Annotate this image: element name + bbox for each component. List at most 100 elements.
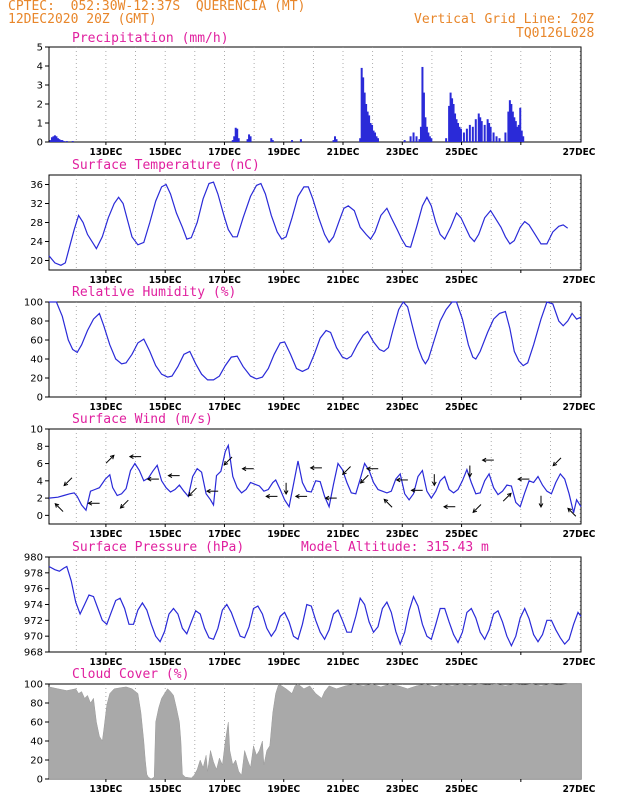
precip-bar	[409, 136, 412, 142]
precip-bar	[415, 136, 418, 142]
precip-bar	[71, 141, 74, 142]
x-tick-label: 25DEC	[445, 657, 478, 668]
x-tick-label: 19DEC	[267, 275, 300, 286]
x-tick-label: 23DEC	[386, 275, 419, 286]
y-tick-label: 40	[30, 737, 43, 748]
x-tick-label: 13DEC	[90, 402, 123, 413]
precip-bar	[468, 124, 471, 142]
x-tick-label: 15DEC	[149, 657, 182, 668]
wind-arrow	[223, 456, 233, 466]
x-tick-label: 13DEC	[90, 147, 123, 158]
precip-bar	[374, 132, 377, 142]
y-tick-label: 100	[24, 298, 43, 309]
precip-bar	[519, 107, 522, 142]
x-tick-label: 19DEC	[267, 147, 300, 158]
precip-bar	[508, 100, 511, 142]
wind-arrow-head	[431, 481, 437, 487]
precip-bar	[511, 111, 514, 142]
wind-arrow-head	[472, 508, 478, 514]
wind-arrow	[188, 487, 197, 497]
y-tick-label: 0	[37, 138, 43, 149]
x-tick-label: 15DEC	[149, 784, 182, 795]
x-tick-label: 25DEC	[445, 784, 478, 795]
x-tick-label: 17DEC	[208, 784, 241, 795]
wind-arrow-head	[410, 487, 416, 493]
x-tick-label: 17DEC	[208, 147, 241, 158]
precip-bar	[59, 140, 62, 142]
wind-arrow-head	[507, 492, 512, 498]
x-tick-label: 15DEC	[149, 275, 182, 286]
x-tick-label: 13DEC	[90, 657, 123, 668]
wind-arrow-head	[467, 472, 473, 478]
y-tick-label: 60	[30, 718, 43, 729]
wind-arrow-head	[395, 477, 401, 483]
x-tick-label: 13DEC	[90, 529, 123, 540]
precip-bar	[53, 135, 56, 142]
y-tick-label: 80	[30, 699, 43, 710]
precip-bar	[368, 115, 371, 142]
wind-arrow-head	[87, 500, 93, 506]
x-tick-label: 15DEC	[149, 529, 182, 540]
precip-bar	[492, 132, 495, 142]
precip-bar	[360, 67, 363, 142]
precip-bar	[56, 138, 59, 142]
precip-bar	[65, 141, 68, 142]
precip-bar	[249, 136, 252, 142]
precip-bar	[412, 132, 415, 142]
precip-bar	[422, 92, 425, 142]
x-tick-label: 15DEC	[149, 402, 182, 413]
wind-arrow	[552, 457, 562, 467]
y-tick-label: 20	[30, 256, 43, 267]
precip-bar	[375, 136, 378, 142]
y-tick-label: 968	[24, 648, 43, 659]
wind-arrow-head	[146, 476, 152, 482]
precip-bar	[449, 92, 452, 142]
wind-arrow-head	[109, 454, 115, 460]
precip-bar	[236, 128, 239, 142]
panel-title: Precipitation (mm/h)	[72, 31, 229, 46]
x-tick-label: 19DEC	[267, 529, 300, 540]
precip-bar	[365, 104, 368, 142]
panel-frame	[48, 556, 582, 653]
y-tick-label: 3	[37, 81, 43, 92]
precip-bar	[369, 123, 372, 142]
precip-bar	[477, 113, 480, 142]
precip-bar	[334, 136, 337, 142]
y-tick-label: 20	[30, 374, 43, 385]
y-tick-label: 32	[30, 199, 43, 210]
wind-arrow-head	[187, 491, 193, 497]
wind-arrow	[472, 504, 482, 513]
wind-arrow	[502, 493, 512, 502]
x-tick-label: 23DEC	[386, 402, 419, 413]
precip-bar	[299, 139, 302, 142]
precip-bar	[376, 138, 379, 142]
precip-bar	[359, 138, 362, 142]
precip-bar	[371, 124, 374, 142]
wind-arrow	[105, 455, 115, 464]
x-tick-label: 21DEC	[327, 529, 360, 540]
y-tick-label: 972	[24, 616, 43, 627]
series-line	[48, 443, 582, 513]
y-tick-label: 28	[30, 218, 43, 229]
precip-bar	[483, 124, 486, 142]
precip-bar	[366, 111, 369, 142]
x-tick-label: 13DEC	[90, 784, 123, 795]
wind-arrow	[63, 477, 73, 486]
y-tick-label: 20	[30, 756, 43, 767]
wind-arrow-head	[167, 473, 173, 478]
x-tick-label: 21DEC	[327, 275, 360, 286]
panel-frame	[48, 46, 582, 143]
x-tick-label: 27DEC	[563, 784, 596, 795]
precip-bar	[270, 138, 273, 142]
x-tick-label: 21DEC	[327, 657, 360, 668]
x-tick-label: 21DEC	[327, 402, 360, 413]
precip-bar	[363, 92, 366, 142]
x-tick-label: 27DEC	[563, 275, 596, 286]
precip-bar	[335, 139, 338, 142]
x-tick-label: 21DEC	[327, 784, 360, 795]
header-location: CPTEC: 052:30W-12:37S QUERENCIA (MT)	[8, 0, 306, 14]
precip-bar	[452, 104, 455, 142]
cloud-cover-area	[48, 683, 582, 780]
precip-bar	[428, 136, 431, 142]
wind-arrow-head	[552, 461, 558, 467]
